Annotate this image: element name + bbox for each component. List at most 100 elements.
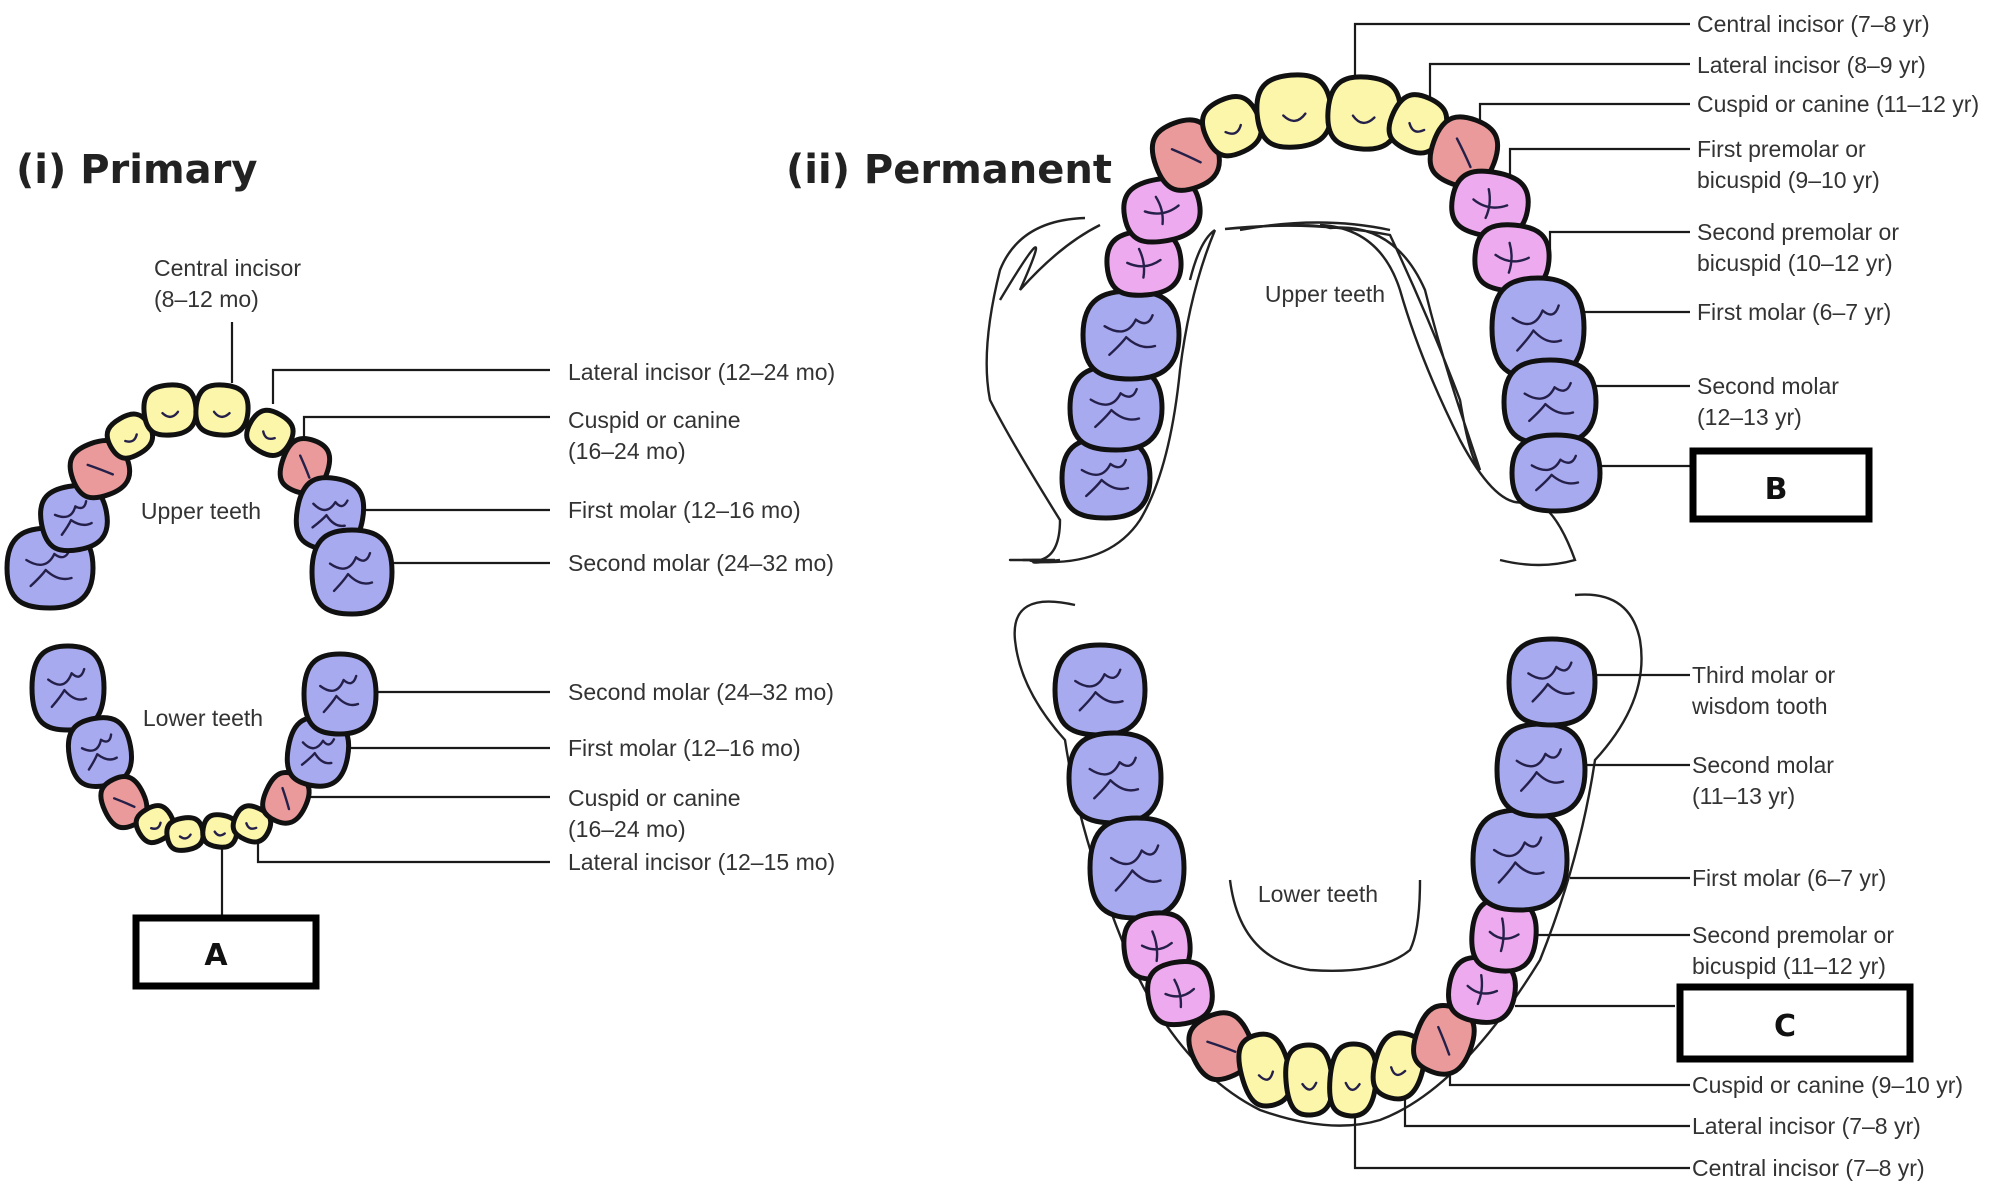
permanent-label-lower-central-incisor-line-1: Central incisor (7–8 yr) — [1692, 1155, 1925, 1181]
primary-label-lower-first-molar-line-1: First molar (12–16 mo) — [568, 735, 801, 761]
permanent-lower-left-third-molar — [1052, 642, 1148, 738]
primary-label-lower-first-molar: First molar (12–16 mo) — [568, 735, 801, 761]
primary-upper-right-central-incisor-crown — [193, 382, 251, 438]
permanent-upper-right-third-molar-crown — [1509, 432, 1603, 514]
permanent-label-upper-second-molar-line-2: (12–13 yr) — [1697, 404, 1802, 430]
permanent-lower-left-lateral-incisor — [1236, 1031, 1294, 1109]
permanent-upper-right-third-molar-groove — [1530, 454, 1580, 492]
permanent-lower-right-second-molar-groove — [1515, 748, 1565, 792]
permanent-upper-left-central-incisor — [1254, 72, 1334, 150]
primary-upper-caption: Upper teeth — [141, 498, 261, 524]
permanent-lower-right-second-molar — [1494, 721, 1588, 819]
primary-lower-right-second-molar-groove — [319, 674, 360, 714]
permanent-upper-left-lateral-incisor-groove — [1224, 123, 1242, 135]
primary-lower-left-central-incisor — [164, 815, 206, 853]
permanent-upper-left-second-molar-groove — [1089, 387, 1141, 429]
primary-lower-right-first-molar-groove — [300, 738, 336, 766]
permanent-label-lower-lateral-incisor: Lateral incisor (7–8 yr) — [1692, 1113, 1921, 1139]
primary-label-lower-canine-line-2: (16–24 mo) — [568, 816, 686, 842]
permanent-upper-left-third-molar-groove — [1080, 458, 1130, 498]
primary-lower-left-first-molar — [65, 715, 135, 789]
permanent-lower-right-canine-groove — [1437, 1025, 1451, 1056]
permanent-label-lower-second-molar-line-2: (11–13 yr) — [1692, 783, 1795, 809]
primary-label-lower-second-molar-line-1: Second molar (24–32 mo) — [568, 679, 834, 705]
primary-lower-left-second-molar-groove — [47, 667, 88, 709]
permanent-lower-right-second-premolar-groove — [1488, 917, 1520, 953]
permanent-lower-right-first-molar-crown — [1470, 807, 1570, 913]
primary-upper-left-first-molar-crown — [38, 483, 110, 554]
permanent-label-third-molar-line-1: Third molar or — [1692, 662, 1835, 688]
permanent-lower-caption: Lower teeth — [1258, 881, 1378, 907]
teeth-layer — [4, 72, 1603, 1119]
permanent-label-upper-second-premolar-line-2: bicuspid (10–12 yr) — [1697, 250, 1893, 276]
permanent-upper-right-first-premolar — [1449, 168, 1531, 240]
primary-lower-left-canine-groove — [112, 797, 136, 809]
answer-box-a[interactable]: A — [132, 914, 320, 990]
primary-label-upper-canine: Cuspid or canine (16–24 mo) — [568, 407, 741, 464]
permanent-label-lower-canine: Cuspid or canine (9–10 yr) — [1692, 1072, 1963, 1098]
answer-box-b[interactable]: B — [1689, 447, 1873, 523]
permanent-lower-left-second-molar — [1066, 730, 1164, 826]
primary-lower-right-canine-groove — [281, 786, 291, 811]
permanent-label-upper-second-premolar: Second premolar or bicuspid (10–12 yr) — [1697, 219, 1899, 276]
permanent-lower-left-first-premolar — [1145, 959, 1215, 1028]
permanent-lower-right-third-molar — [1506, 636, 1598, 728]
permanent-label-lower-canine-line-1: Cuspid or canine (9–10 yr) — [1692, 1072, 1963, 1098]
permanent-label-lower-second-premolar: Second premolar or bicuspid (11–12 yr) — [1692, 922, 1894, 979]
answer-box-c-frame[interactable] — [1676, 983, 1914, 1063]
permanent-label-upper-first-premolar: First premolar or bicuspid (9–10 yr) — [1697, 136, 1880, 193]
answer-box-a-label: A — [204, 938, 228, 973]
permanent-upper-right-second-molar — [1501, 357, 1599, 447]
permanent-upper-left-second-premolar-groove — [1126, 247, 1162, 279]
permanent-upper-right-second-molar-crown — [1501, 357, 1599, 447]
permanent-lower-right-canine — [1411, 1003, 1477, 1077]
primary-lower-left-second-molar-crown — [29, 643, 107, 733]
tooth-labels: Central incisor (8–12 mo) Lateral incisor … — [154, 11, 1979, 1181]
primary-label-central-incisor: Central incisor (8–12 mo) — [154, 255, 301, 312]
permanent-upper-left-second-molar — [1067, 363, 1165, 453]
primary-upper-right-second-molar-groove — [328, 551, 374, 593]
permanent-lower-left-canine-groove — [1206, 1040, 1237, 1053]
primary-label-lower-second-molar: Second molar (24–32 mo) — [568, 679, 834, 705]
upper-palate-inner — [1224, 224, 1482, 471]
permanent-upper-right-first-premolar-groove — [1472, 187, 1509, 220]
answer-box-c[interactable]: C — [1676, 983, 1914, 1063]
permanent-label-lower-second-premolar-line-2: bicuspid (11–12 yr) — [1692, 953, 1886, 979]
permanent-title: (ii) Permanent — [786, 147, 1112, 193]
permanent-lower-left-second-molar-groove — [1088, 756, 1140, 800]
permanent-label-upper-second-molar-line-1: Second molar — [1697, 373, 1839, 399]
answer-box-b-frame[interactable] — [1689, 447, 1873, 523]
primary-lower-right-central-incisor-groove — [213, 830, 226, 837]
primary-upper-left-second-molar-groove — [25, 548, 73, 588]
primary-label-upper-second-molar-line-1: Second molar (24–32 mo) — [568, 550, 834, 576]
answer-box-a-frame[interactable] — [132, 914, 320, 990]
permanent-upper-left-second-premolar — [1104, 228, 1184, 298]
permanent-lower-left-third-molar-groove — [1074, 668, 1124, 712]
permanent-label-upper-second-premolar-line-1: Second premolar or — [1697, 219, 1899, 245]
primary-lower-left-canine — [98, 774, 150, 831]
permanent-lower-left-third-molar-crown — [1052, 642, 1148, 738]
primary-lower-right-lateral-incisor-crown — [230, 803, 274, 845]
permanent-gum-outlines — [985, 216, 1643, 1127]
primary-lower-left-first-molar-groove — [80, 733, 118, 771]
permanent-label-upper-lateral-incisor: Lateral incisor (8–9 yr) — [1697, 52, 1926, 78]
permanent-label-upper-second-molar: Second molar (12–13 yr) — [1697, 373, 1839, 430]
primary-label-upper-canine-line-2: (16–24 mo) — [568, 438, 686, 464]
permanent-upper-right-lateral-incisor-groove — [1408, 121, 1426, 133]
permanent-lower-right-first-molar-groove — [1492, 836, 1545, 884]
primary-lower-right-second-molar-crown — [301, 651, 379, 737]
primary-upper-left-central-incisor-groove — [161, 410, 180, 419]
permanent-upper-right-central-incisor — [1325, 74, 1403, 152]
permanent-lower-left-first-molar-groove — [1109, 844, 1162, 892]
permanent-label-upper-first-molar-line-1: First molar (6–7 yr) — [1697, 299, 1891, 325]
permanent-label-lower-second-molar-line-1: Second molar — [1692, 752, 1834, 778]
permanent-label-lower-first-molar-line-1: First molar (6–7 yr) — [1692, 865, 1886, 891]
primary-upper-left-first-molar — [38, 483, 110, 554]
leader-lines — [220, 22, 1690, 1170]
primary-label-upper-second-molar: Second molar (24–32 mo) — [568, 550, 834, 576]
permanent-upper-right-first-molar-groove — [1511, 304, 1563, 352]
permanent-label-upper-lateral-incisor-line-1: Lateral incisor (8–9 yr) — [1697, 52, 1926, 78]
permanent-lower-left-central-incisor — [1283, 1042, 1335, 1118]
permanent-lower-right-central-incisor-groove — [1344, 1081, 1361, 1092]
answer-box-c-label: C — [1774, 1009, 1796, 1044]
